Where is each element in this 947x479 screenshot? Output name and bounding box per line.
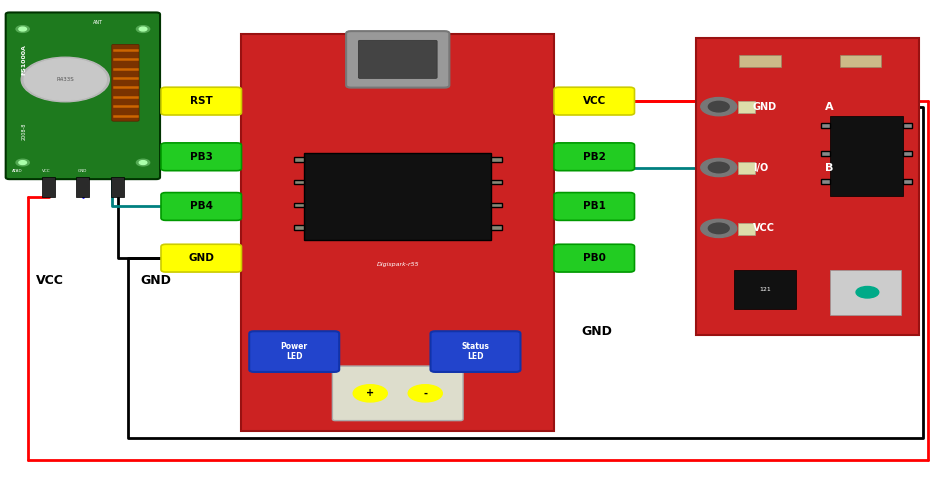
Text: I/O: I/O: [753, 162, 768, 172]
FancyBboxPatch shape: [294, 226, 304, 230]
FancyBboxPatch shape: [738, 162, 755, 174]
FancyBboxPatch shape: [738, 101, 755, 113]
Text: VCC: VCC: [36, 274, 63, 287]
FancyBboxPatch shape: [491, 180, 502, 184]
FancyBboxPatch shape: [161, 143, 241, 171]
FancyBboxPatch shape: [358, 40, 438, 79]
Text: +: +: [366, 388, 374, 399]
Circle shape: [25, 59, 106, 100]
Circle shape: [19, 27, 27, 31]
Circle shape: [708, 223, 729, 234]
FancyBboxPatch shape: [294, 180, 304, 184]
FancyBboxPatch shape: [491, 203, 502, 207]
FancyBboxPatch shape: [821, 151, 830, 156]
FancyBboxPatch shape: [112, 45, 139, 121]
Circle shape: [408, 385, 442, 402]
FancyBboxPatch shape: [76, 177, 88, 197]
Circle shape: [856, 286, 879, 298]
FancyBboxPatch shape: [249, 331, 339, 372]
Text: PB4: PB4: [189, 202, 213, 211]
Text: PB3: PB3: [189, 152, 213, 162]
FancyBboxPatch shape: [554, 193, 634, 220]
Text: FS1000A: FS1000A: [22, 45, 27, 75]
Text: PB1: PB1: [582, 202, 606, 211]
Text: Digispark-r55: Digispark-r55: [376, 262, 420, 267]
Text: GND: GND: [79, 169, 87, 173]
Text: R433S: R433S: [57, 77, 74, 82]
FancyBboxPatch shape: [903, 123, 912, 127]
Circle shape: [701, 98, 737, 116]
FancyBboxPatch shape: [112, 177, 124, 197]
Circle shape: [353, 385, 387, 402]
FancyBboxPatch shape: [554, 143, 634, 171]
FancyBboxPatch shape: [738, 223, 755, 235]
FancyBboxPatch shape: [347, 31, 450, 88]
FancyBboxPatch shape: [696, 38, 919, 335]
Circle shape: [708, 102, 729, 112]
Circle shape: [139, 27, 147, 31]
FancyBboxPatch shape: [821, 179, 830, 183]
Text: GND: GND: [140, 274, 171, 287]
FancyBboxPatch shape: [903, 179, 912, 183]
FancyBboxPatch shape: [332, 366, 463, 421]
FancyBboxPatch shape: [431, 331, 521, 372]
Circle shape: [16, 159, 29, 166]
Text: VCC: VCC: [582, 96, 606, 106]
Text: RST: RST: [189, 96, 213, 106]
Text: ANT: ANT: [93, 20, 102, 25]
FancyBboxPatch shape: [840, 55, 882, 67]
FancyBboxPatch shape: [161, 87, 241, 115]
Text: GND: GND: [753, 102, 777, 112]
FancyBboxPatch shape: [161, 193, 241, 220]
FancyBboxPatch shape: [43, 177, 55, 197]
Text: ATAD: ATAD: [11, 169, 22, 173]
FancyBboxPatch shape: [6, 12, 160, 179]
Circle shape: [21, 57, 109, 102]
Circle shape: [708, 162, 729, 173]
Text: 121: 121: [759, 287, 771, 292]
Text: VCC: VCC: [753, 223, 775, 233]
FancyBboxPatch shape: [830, 270, 901, 315]
Text: PB2: PB2: [582, 152, 606, 162]
FancyBboxPatch shape: [491, 157, 502, 161]
Text: B: B: [826, 162, 833, 172]
Circle shape: [139, 160, 147, 164]
FancyBboxPatch shape: [294, 157, 304, 161]
FancyBboxPatch shape: [491, 226, 502, 230]
FancyBboxPatch shape: [903, 151, 912, 156]
Text: Power
LED: Power LED: [280, 342, 308, 361]
Circle shape: [136, 159, 150, 166]
Text: GND: GND: [188, 253, 214, 263]
Text: -: -: [423, 388, 427, 399]
Text: A: A: [825, 102, 834, 112]
FancyBboxPatch shape: [161, 244, 241, 272]
FancyBboxPatch shape: [740, 55, 781, 67]
Circle shape: [19, 160, 27, 164]
FancyBboxPatch shape: [734, 270, 796, 308]
Text: VCC: VCC: [42, 169, 50, 173]
FancyBboxPatch shape: [821, 123, 830, 127]
Circle shape: [16, 26, 29, 33]
Text: GND: GND: [581, 325, 612, 338]
Circle shape: [701, 159, 737, 177]
Text: PB0: PB0: [582, 253, 606, 263]
Circle shape: [136, 26, 150, 33]
FancyBboxPatch shape: [554, 244, 634, 272]
Text: Status
LED: Status LED: [461, 342, 490, 361]
FancyBboxPatch shape: [294, 203, 304, 207]
Text: 2008-8: 2008-8: [22, 123, 27, 140]
FancyBboxPatch shape: [241, 34, 554, 431]
FancyBboxPatch shape: [304, 153, 491, 240]
Circle shape: [701, 219, 737, 238]
FancyBboxPatch shape: [554, 87, 634, 115]
FancyBboxPatch shape: [830, 115, 903, 196]
